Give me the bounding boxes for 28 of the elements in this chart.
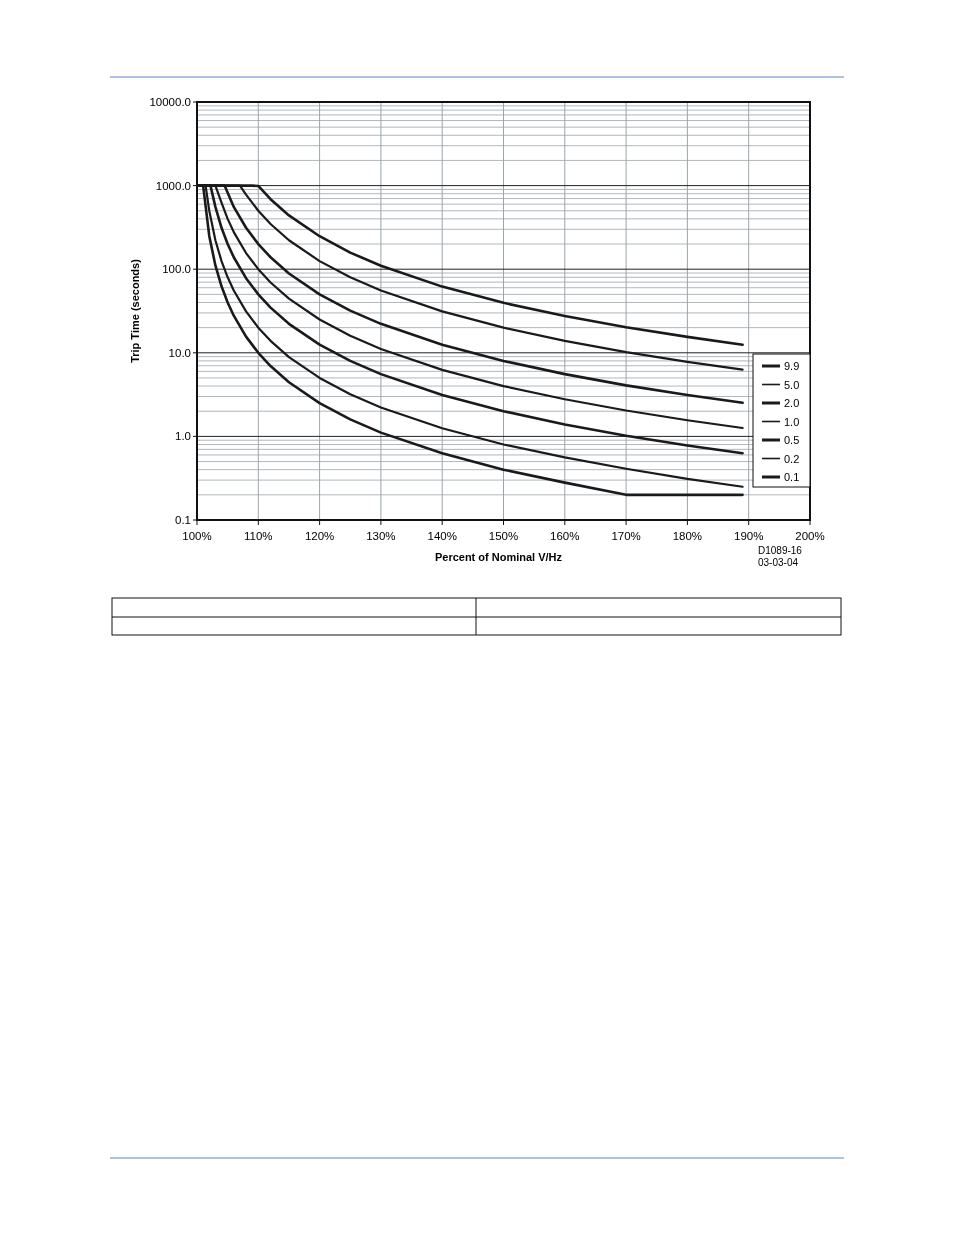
x-tick-label: 170% (611, 530, 641, 542)
y-tick-label: 1000.0 (155, 179, 191, 192)
y-tick-label: 1.0 (175, 430, 191, 443)
x-tick-label: 150% (488, 530, 519, 542)
y-tick-label: 100.0 (162, 263, 191, 276)
y-tick-label: 0.1 (175, 514, 191, 526)
y-axis-title: Trip Time (seconds) (129, 258, 141, 363)
text: 03-03-04 (758, 557, 799, 568)
y-tick-label: 10000.0 (149, 96, 191, 108)
legend-label: 2.0 (784, 397, 800, 409)
text: D1089-16 (758, 545, 803, 556)
legend-label: 0.5 (784, 434, 800, 446)
x-tick-label: 200% (795, 530, 825, 542)
y-tick-label: 10.0 (168, 346, 191, 359)
x-tick-label: 140% (427, 530, 457, 542)
x-tick-label: 120% (304, 530, 335, 542)
x-tick-label: 160% (550, 530, 580, 542)
legend-label: 9.9 (784, 360, 800, 372)
legend-label: 1.0 (784, 415, 800, 428)
x-tick-label: 190% (733, 530, 764, 542)
legend-label: 5.0 (784, 378, 800, 391)
legend-label: 0.2 (784, 452, 800, 465)
x-tick-label: 100% (182, 530, 212, 542)
x-tick-label: 180% (672, 530, 703, 542)
x-tick-label: 110% (244, 530, 273, 542)
x-tick-label: 130% (366, 530, 396, 542)
x-axis-title: Percent of Nominal V/Hz (434, 551, 563, 563)
legend-label: 0.1 (784, 471, 800, 483)
